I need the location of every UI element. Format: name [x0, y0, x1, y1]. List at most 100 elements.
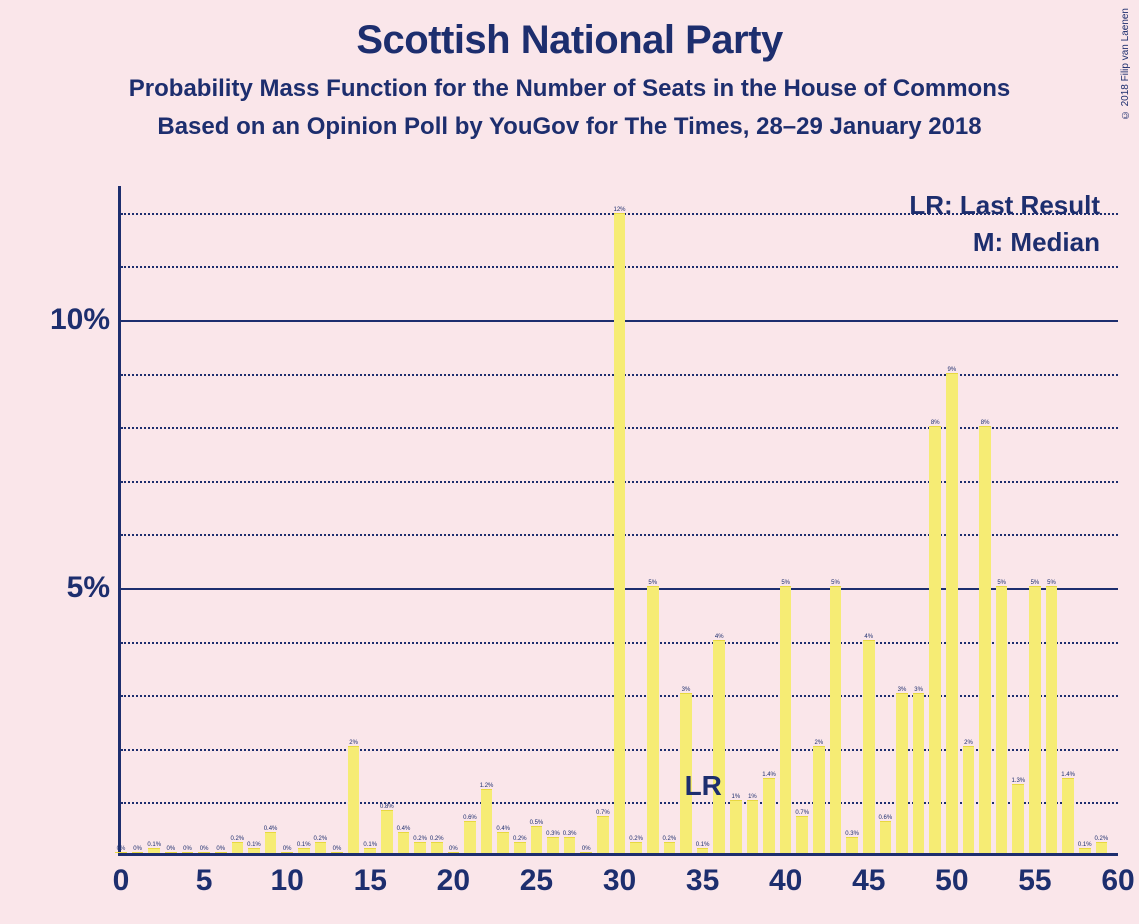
copyright-label: © 2018 Filip van Laenen: [1120, 8, 1131, 120]
chart-title: Scottish National Party: [0, 18, 1139, 63]
bar: 0.1%: [248, 848, 260, 853]
bar-value-label: 0.8%: [380, 804, 394, 810]
bar: 0.1%: [298, 848, 310, 853]
bar-value-label: 9%: [947, 367, 956, 373]
bar: 0%: [132, 852, 144, 853]
bar-value-label: 5%: [1031, 580, 1040, 586]
bar-value-label: 0%: [200, 846, 209, 852]
x-tick-label: 60: [1101, 864, 1134, 898]
bar: 5%: [830, 586, 842, 853]
bar: 2%: [348, 746, 360, 853]
bar: 1.4%: [763, 778, 775, 853]
bar: 0.2%: [431, 842, 443, 853]
bar-value-label: 0.4%: [264, 826, 278, 832]
bar: 2%: [963, 746, 975, 853]
bar: 3%: [896, 693, 908, 853]
bar: 2%: [813, 746, 825, 853]
bar: 3%: [913, 693, 925, 853]
bar: 1.3%: [1012, 784, 1024, 853]
x-tick-label: 35: [686, 864, 719, 898]
bar: 12%: [614, 213, 626, 853]
bar-value-label: 0%: [216, 846, 225, 852]
bar: 1.4%: [1062, 778, 1074, 853]
bar-value-label: 0.1%: [297, 842, 311, 848]
lr-marker-label: LR: [685, 770, 722, 802]
bar-value-label: 4%: [864, 634, 873, 640]
bar-value-label: 0%: [183, 846, 192, 852]
bar-value-label: 0%: [167, 846, 176, 852]
bar: 5%: [1046, 586, 1058, 853]
x-tick-label: 5: [196, 864, 213, 898]
x-tick-label: 0: [113, 864, 130, 898]
x-tick-label: 45: [852, 864, 885, 898]
bar-value-label: 5%: [997, 580, 1006, 586]
bar-value-label: 1%: [748, 794, 757, 800]
bar: 0.3%: [564, 837, 576, 853]
bar-value-label: 0.2%: [430, 836, 444, 842]
bar: 0.4%: [398, 832, 410, 853]
bar-value-label: 2%: [815, 740, 824, 746]
bar-value-label: 5%: [831, 580, 840, 586]
bar: 0%: [165, 852, 177, 853]
bar-value-label: 0.3%: [563, 831, 577, 837]
bar-value-label: 0.2%: [629, 836, 643, 842]
bars-container: 0%0%0.1%0%0%0%0%0.2%0.1%0.4%0%0.1%0.2%0%…: [118, 186, 1118, 853]
plot-area: LR: Last Result M: Median 5%10% 05101520…: [118, 186, 1118, 856]
bar-value-label: 0.4%: [496, 826, 510, 832]
bar-value-label: 8%: [981, 420, 990, 426]
bar: 0.2%: [514, 842, 526, 853]
x-tick-label: 40: [769, 864, 802, 898]
bar-value-label: 1.4%: [1061, 772, 1075, 778]
bar-value-label: 0.7%: [795, 810, 809, 816]
bar: 0%: [115, 852, 127, 853]
bar-value-label: 0.1%: [247, 842, 261, 848]
bar: 5%: [647, 586, 659, 853]
bar-value-label: 0%: [582, 846, 591, 852]
bar-value-label: 3%: [914, 687, 923, 693]
bar: 0%: [331, 852, 343, 853]
bar-value-label: 0.1%: [147, 842, 161, 848]
bar-value-label: 12%: [613, 207, 625, 213]
bar: 5%: [1029, 586, 1041, 853]
bar-value-label: 0%: [283, 846, 292, 852]
bar-value-label: 0.2%: [413, 836, 427, 842]
bar-value-label: 0.2%: [1095, 836, 1109, 842]
bar: 0.2%: [664, 842, 676, 853]
bar: 1.2%: [481, 789, 493, 853]
bar-value-label: 2%: [349, 740, 358, 746]
bar: 8%: [979, 426, 991, 853]
bar: 1%: [747, 800, 759, 853]
bar-value-label: 0.3%: [546, 831, 560, 837]
bar: 0.2%: [630, 842, 642, 853]
x-tick-label: 25: [520, 864, 553, 898]
bar-value-label: 1.4%: [762, 772, 776, 778]
bar: 0.2%: [414, 842, 426, 853]
bar: 0%: [580, 852, 592, 853]
bar: 0.6%: [464, 821, 476, 853]
bar: 4%: [863, 640, 875, 853]
chart-subtitle-2: Based on an Opinion Poll by YouGov for T…: [0, 113, 1139, 141]
bar-value-label: 0.2%: [230, 836, 244, 842]
bar: 0.1%: [1079, 848, 1091, 853]
bar: 0.2%: [1096, 842, 1108, 853]
y-tick-label: 5%: [67, 571, 110, 605]
x-tick-label: 30: [603, 864, 636, 898]
bar: 0.7%: [796, 816, 808, 853]
bar-value-label: 1.3%: [1011, 778, 1025, 784]
bar: 0.4%: [265, 832, 277, 853]
bar: 0.8%: [381, 810, 393, 853]
x-tick-label: 55: [1018, 864, 1051, 898]
bar-value-label: 0%: [333, 846, 342, 852]
bar: 0.3%: [547, 837, 559, 853]
bar: 0.2%: [232, 842, 244, 853]
x-tick-label: 20: [437, 864, 470, 898]
bar: 0.1%: [697, 848, 709, 853]
bar-value-label: 0.2%: [663, 836, 677, 842]
bar: 0%: [281, 852, 293, 853]
bar: 0.4%: [497, 832, 509, 853]
bar: 0.3%: [846, 837, 858, 853]
x-tick-label: 50: [935, 864, 968, 898]
bar: 0.5%: [531, 826, 543, 853]
bar-value-label: 0.7%: [596, 810, 610, 816]
bar-value-label: 0.3%: [845, 831, 859, 837]
